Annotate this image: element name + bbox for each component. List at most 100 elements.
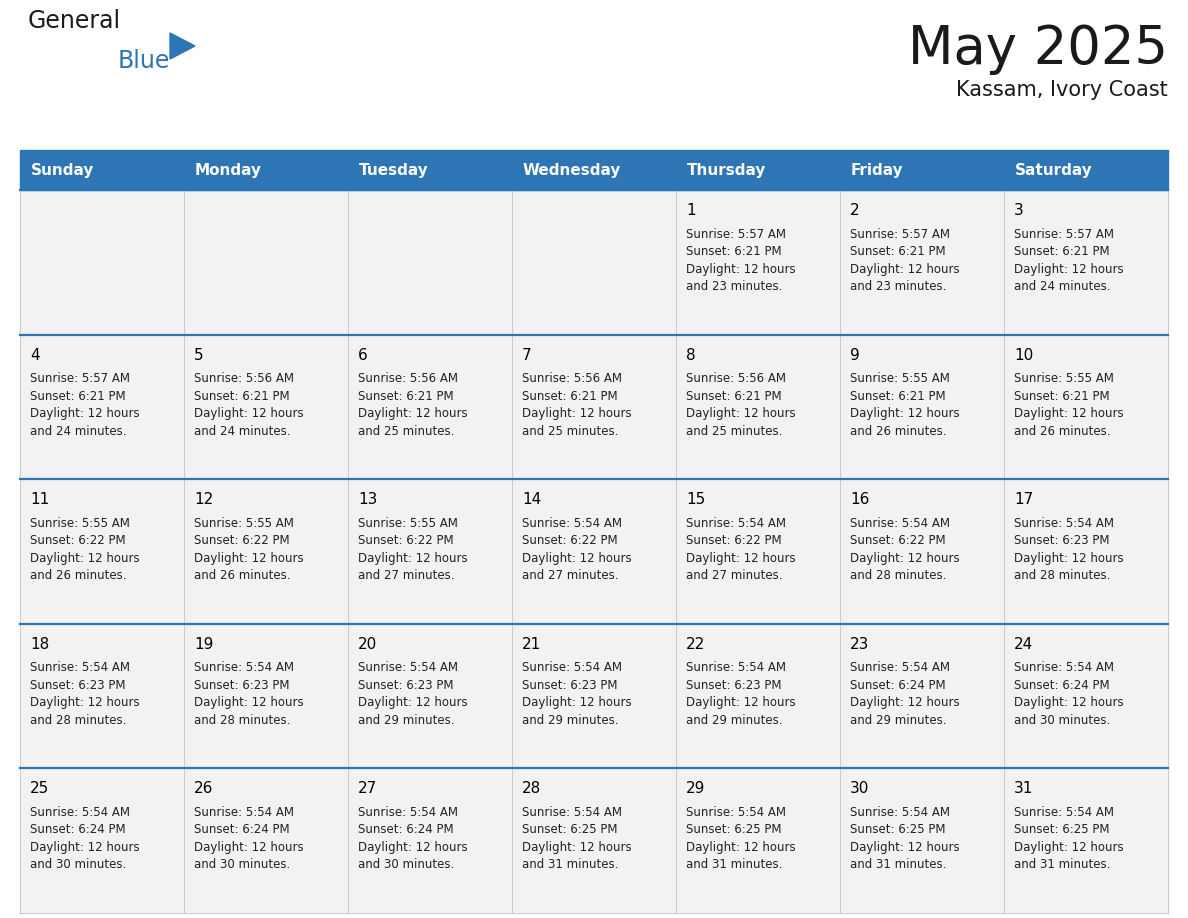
Text: Sunset: 6:22 PM: Sunset: 6:22 PM: [685, 534, 782, 547]
Text: and 26 minutes.: and 26 minutes.: [194, 569, 291, 582]
Text: Sunrise: 5:54 AM: Sunrise: 5:54 AM: [685, 806, 786, 819]
Text: 31: 31: [1015, 781, 1034, 797]
Text: 6: 6: [358, 348, 368, 363]
Text: Daylight: 12 hours: Daylight: 12 hours: [685, 407, 796, 420]
Text: and 29 minutes.: and 29 minutes.: [358, 714, 455, 727]
Text: Sunrise: 5:54 AM: Sunrise: 5:54 AM: [1015, 517, 1114, 530]
Text: 14: 14: [522, 492, 542, 508]
Text: Daylight: 12 hours: Daylight: 12 hours: [1015, 552, 1124, 565]
Text: 18: 18: [30, 637, 49, 652]
Bar: [20, 624, 1168, 768]
Text: Sunset: 6:24 PM: Sunset: 6:24 PM: [358, 823, 454, 836]
Text: and 26 minutes.: and 26 minutes.: [1015, 425, 1111, 438]
Text: Sunset: 6:24 PM: Sunset: 6:24 PM: [849, 678, 946, 692]
Text: Sunset: 6:23 PM: Sunset: 6:23 PM: [1015, 534, 1110, 547]
Text: Sunset: 6:21 PM: Sunset: 6:21 PM: [1015, 389, 1110, 403]
Text: and 23 minutes.: and 23 minutes.: [685, 280, 783, 293]
Text: Sunset: 6:25 PM: Sunset: 6:25 PM: [1015, 823, 1110, 836]
Text: Thursday: Thursday: [687, 162, 766, 177]
Text: Daylight: 12 hours: Daylight: 12 hours: [358, 696, 468, 710]
Text: and 29 minutes.: and 29 minutes.: [849, 714, 947, 727]
Text: Daylight: 12 hours: Daylight: 12 hours: [30, 841, 140, 854]
Text: Daylight: 12 hours: Daylight: 12 hours: [522, 552, 632, 565]
Text: Sunrise: 5:56 AM: Sunrise: 5:56 AM: [522, 372, 623, 385]
Text: 26: 26: [194, 781, 214, 797]
Text: Daylight: 12 hours: Daylight: 12 hours: [849, 263, 960, 275]
Text: Daylight: 12 hours: Daylight: 12 hours: [685, 552, 796, 565]
Text: Daylight: 12 hours: Daylight: 12 hours: [685, 263, 796, 275]
Text: and 27 minutes.: and 27 minutes.: [522, 569, 619, 582]
Text: Sunrise: 5:54 AM: Sunrise: 5:54 AM: [358, 806, 459, 819]
Text: Monday: Monday: [195, 162, 263, 177]
Text: Sunset: 6:23 PM: Sunset: 6:23 PM: [194, 678, 290, 692]
Text: 23: 23: [849, 637, 870, 652]
Text: Sunset: 6:22 PM: Sunset: 6:22 PM: [522, 534, 618, 547]
Text: and 27 minutes.: and 27 minutes.: [685, 569, 783, 582]
Text: Wednesday: Wednesday: [523, 162, 621, 177]
Text: 7: 7: [522, 348, 531, 363]
Text: 21: 21: [522, 637, 542, 652]
Text: Sunset: 6:22 PM: Sunset: 6:22 PM: [30, 534, 126, 547]
Text: 19: 19: [194, 637, 214, 652]
Text: Sunrise: 5:54 AM: Sunrise: 5:54 AM: [685, 517, 786, 530]
Text: Sunrise: 5:54 AM: Sunrise: 5:54 AM: [194, 806, 293, 819]
Text: 10: 10: [1015, 348, 1034, 363]
Text: Sunset: 6:23 PM: Sunset: 6:23 PM: [30, 678, 126, 692]
Text: Kassam, Ivory Coast: Kassam, Ivory Coast: [956, 80, 1168, 100]
Text: Sunrise: 5:54 AM: Sunrise: 5:54 AM: [685, 661, 786, 675]
Text: Sunrise: 5:54 AM: Sunrise: 5:54 AM: [849, 806, 950, 819]
Text: Sunrise: 5:57 AM: Sunrise: 5:57 AM: [1015, 228, 1114, 241]
Text: Daylight: 12 hours: Daylight: 12 hours: [522, 407, 632, 420]
Text: Sunset: 6:21 PM: Sunset: 6:21 PM: [685, 245, 782, 258]
Text: and 30 minutes.: and 30 minutes.: [30, 858, 126, 871]
Text: Daylight: 12 hours: Daylight: 12 hours: [849, 552, 960, 565]
Text: 11: 11: [30, 492, 49, 508]
Text: Sunrise: 5:55 AM: Sunrise: 5:55 AM: [358, 517, 457, 530]
Text: Sunrise: 5:55 AM: Sunrise: 5:55 AM: [30, 517, 129, 530]
Text: Friday: Friday: [851, 162, 904, 177]
Text: 22: 22: [685, 637, 706, 652]
Text: and 28 minutes.: and 28 minutes.: [194, 714, 290, 727]
Text: Sunset: 6:24 PM: Sunset: 6:24 PM: [1015, 678, 1110, 692]
Text: Sunday: Sunday: [31, 162, 94, 177]
Text: and 28 minutes.: and 28 minutes.: [849, 569, 947, 582]
Text: Sunrise: 5:57 AM: Sunrise: 5:57 AM: [30, 372, 129, 385]
Text: Sunset: 6:21 PM: Sunset: 6:21 PM: [358, 389, 454, 403]
Text: 27: 27: [358, 781, 378, 797]
Text: and 27 minutes.: and 27 minutes.: [358, 569, 455, 582]
Text: Sunset: 6:22 PM: Sunset: 6:22 PM: [849, 534, 946, 547]
Text: and 26 minutes.: and 26 minutes.: [849, 425, 947, 438]
Text: Daylight: 12 hours: Daylight: 12 hours: [358, 841, 468, 854]
Text: Daylight: 12 hours: Daylight: 12 hours: [194, 696, 304, 710]
Text: and 26 minutes.: and 26 minutes.: [30, 569, 126, 582]
Bar: [20, 190, 1168, 334]
Text: Sunrise: 5:56 AM: Sunrise: 5:56 AM: [685, 372, 786, 385]
Text: 13: 13: [358, 492, 378, 508]
Text: Sunset: 6:23 PM: Sunset: 6:23 PM: [522, 678, 618, 692]
Text: and 28 minutes.: and 28 minutes.: [1015, 569, 1111, 582]
Text: Daylight: 12 hours: Daylight: 12 hours: [1015, 407, 1124, 420]
Bar: [20, 768, 1168, 913]
Text: Daylight: 12 hours: Daylight: 12 hours: [685, 841, 796, 854]
Text: Sunrise: 5:54 AM: Sunrise: 5:54 AM: [1015, 806, 1114, 819]
Text: and 29 minutes.: and 29 minutes.: [522, 714, 619, 727]
Text: and 25 minutes.: and 25 minutes.: [358, 425, 454, 438]
Text: Sunset: 6:21 PM: Sunset: 6:21 PM: [30, 389, 126, 403]
Text: 15: 15: [685, 492, 706, 508]
Text: 8: 8: [685, 348, 696, 363]
Text: Sunset: 6:23 PM: Sunset: 6:23 PM: [685, 678, 782, 692]
Text: 3: 3: [1015, 203, 1024, 218]
Text: Sunset: 6:22 PM: Sunset: 6:22 PM: [194, 534, 290, 547]
Text: 9: 9: [849, 348, 860, 363]
Text: Sunset: 6:24 PM: Sunset: 6:24 PM: [194, 823, 290, 836]
Text: Sunrise: 5:54 AM: Sunrise: 5:54 AM: [358, 661, 459, 675]
Text: Sunset: 6:25 PM: Sunset: 6:25 PM: [849, 823, 946, 836]
Text: 20: 20: [358, 637, 378, 652]
Text: and 30 minutes.: and 30 minutes.: [194, 858, 290, 871]
Text: and 25 minutes.: and 25 minutes.: [685, 425, 783, 438]
Text: 2: 2: [849, 203, 860, 218]
Text: 16: 16: [849, 492, 870, 508]
Text: Daylight: 12 hours: Daylight: 12 hours: [849, 696, 960, 710]
Text: Sunset: 6:21 PM: Sunset: 6:21 PM: [849, 245, 946, 258]
Text: Sunrise: 5:55 AM: Sunrise: 5:55 AM: [1015, 372, 1114, 385]
